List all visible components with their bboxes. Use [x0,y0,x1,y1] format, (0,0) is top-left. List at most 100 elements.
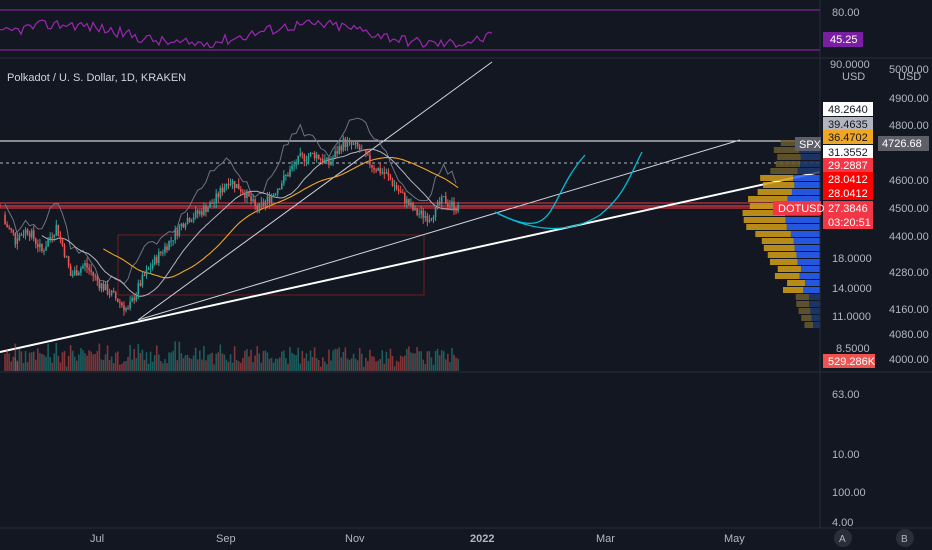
candle-body [203,206,205,216]
candle-body [356,142,359,147]
candle-body [47,239,49,247]
candle-body [14,239,17,244]
volume-bar [293,354,295,371]
candle-body [272,194,275,197]
candle-body [258,203,261,212]
volume-profile-bar-down [810,308,820,314]
volume-profile-bar-up [757,189,792,195]
volume-bar [164,358,166,371]
candle-body [225,183,228,188]
candle-body [194,210,197,218]
volume-bar [278,357,281,371]
volume-bar [203,346,205,371]
candle-body [289,169,291,177]
volume-bar [119,364,121,371]
candle-body [137,283,140,295]
volume-bar [69,345,72,371]
candle-body [114,292,117,299]
volume-bar [242,357,244,371]
candle-body [12,230,15,233]
candle-body [100,283,103,289]
volume-bar [328,349,330,371]
candle-body [313,152,316,159]
tag-countdown: 03:20:51 [828,217,871,229]
tag-48-text: 48.2640 [828,104,868,116]
volume-profile-bar-up [746,224,787,230]
volume-profile-bar-down [811,315,820,321]
volume-bar [428,351,431,371]
volume-bar [41,354,43,371]
candle-body [352,143,355,145]
spx-scale[interactable]: 5000.00 USD 4900.00 4800.00 4600.00 4500… [795,64,929,366]
rsi-line [0,19,493,49]
corner-b-button[interactable] [896,529,914,547]
candle-body [248,190,250,197]
volume-bar [174,341,176,371]
volume-profile-bar-down [805,280,820,286]
volume-profile-bar-down [800,266,820,272]
candle-body [108,294,111,296]
major-trendline [0,171,821,353]
volume-profile-bar-down [785,217,820,223]
volume-bar [55,342,58,371]
volume-bar [194,347,197,371]
candle-body [336,151,338,154]
volume-bar [283,350,285,371]
spx-label-4000: 4000.00 [889,354,929,366]
tag-36-text: 36.4702 [828,132,868,144]
volume-bar [317,359,320,371]
candle-body [363,149,365,151]
candle-body [274,193,277,195]
candle-body [457,204,459,212]
volume-bar [322,357,324,371]
candle-body [18,234,21,241]
candle-body [360,149,363,151]
volume-bar [363,366,365,371]
candle-body [90,269,92,272]
volume-bar [299,363,302,371]
candle-body [242,191,244,193]
volume-bar [14,343,17,371]
volume-bar [326,364,328,371]
price-scale[interactable]: 90.0000 USD 18.0000 14.0000 11.0000 8.50… [830,59,872,355]
volume-bar [10,361,12,371]
volume-bar [356,360,359,371]
volume-bar [391,355,394,371]
candle-body [299,153,302,156]
volume-bar [381,350,384,371]
spx-label-4600: 4600.00 [889,175,929,187]
price-label-90: 90.0000 [830,59,870,71]
volume-profile-bar-up [748,196,788,202]
volume-bar [336,349,338,371]
candle-body [237,183,240,190]
volume-bar [14,357,17,371]
volume-bar [100,359,103,371]
time-axis[interactable]: Jul Sep Nov 2022 Mar May [90,533,745,545]
volume-bar [430,357,433,371]
volume-bar [453,354,455,371]
volume-bar [281,351,283,371]
volume-bar [412,353,414,371]
candle-body [112,290,115,293]
volume-bar [53,353,56,371]
candle-body [98,280,101,289]
spx-label-4500: 4500.00 [889,203,929,215]
tag-last-price: 27.3846 [828,203,868,215]
candle-body [219,187,222,198]
volume-bar [221,353,224,371]
volume-bar [434,351,437,371]
auto-scale-button[interactable] [834,529,852,547]
candle-body [375,169,377,171]
volume-profile-bar-up [795,294,810,300]
candle-body [153,256,156,265]
lower-pane-scale[interactable]: 63.00 10.00 100.00 4.00 [832,389,866,529]
volume-profile-bar-up [798,308,811,314]
volume-bar [182,358,185,371]
candle-body [117,298,119,303]
candle-body [4,214,6,225]
symbol-tag [773,201,821,215]
candle-body [428,220,431,222]
candle-body [430,219,433,221]
volume-bar [250,349,252,371]
